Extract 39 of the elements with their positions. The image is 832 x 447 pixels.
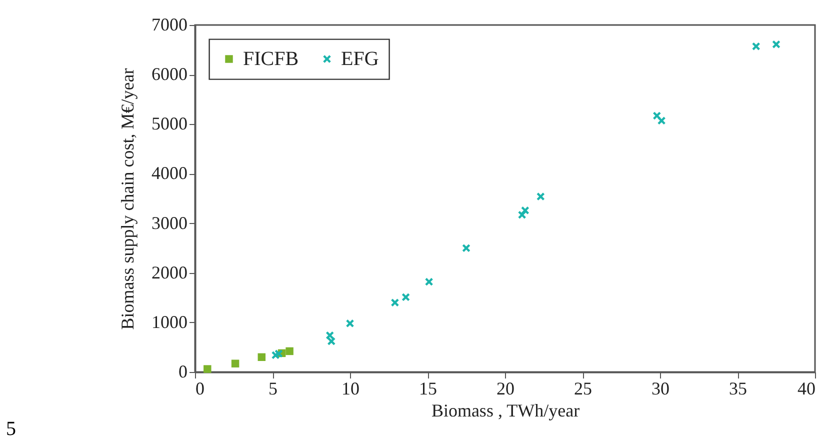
legend-label: EFG	[341, 48, 379, 70]
point	[391, 298, 399, 306]
x-tick-label: 30	[652, 378, 670, 398]
y-tick-label: 0	[178, 362, 188, 382]
y-tick-label: 6000	[152, 64, 188, 84]
y-tick-label: 3000	[152, 212, 188, 233]
y-tick-label: 7000	[152, 14, 188, 34]
y-tick-label: 5000	[152, 114, 188, 134]
point	[328, 337, 336, 346]
x-tick-label: 40	[798, 378, 816, 398]
x-tick-label: 0	[196, 378, 204, 398]
legend-label: FICFB	[243, 48, 299, 70]
point	[462, 244, 470, 252]
point	[658, 116, 666, 125]
point	[536, 192, 545, 200]
point	[402, 293, 410, 302]
point	[326, 331, 334, 340]
x-tick-label: 10	[342, 378, 360, 398]
point	[752, 42, 760, 50]
text: 5	[6, 418, 16, 441]
x-tick-label: 5	[268, 378, 278, 398]
point	[425, 278, 433, 286]
x-tick-label: 35	[729, 378, 747, 398]
y-tick-label: 2000	[152, 262, 188, 282]
x-tick-label: 20	[496, 378, 514, 398]
x-axis-title: Biomass , TWh/year	[431, 400, 580, 420]
y-tick-label: 1000	[152, 312, 188, 332]
y-axis-title: Biomass supply chain cost, M€/year	[118, 68, 138, 330]
point	[286, 347, 294, 356]
point	[521, 206, 530, 214]
point	[346, 320, 354, 328]
y-tick-label: 4000	[152, 163, 188, 184]
point	[231, 360, 240, 368]
point	[772, 40, 780, 48]
x-tick-label: 25	[574, 378, 592, 398]
point	[274, 350, 283, 358]
point	[258, 353, 266, 361]
point	[204, 365, 212, 373]
x-tick-label: 15	[419, 378, 437, 398]
